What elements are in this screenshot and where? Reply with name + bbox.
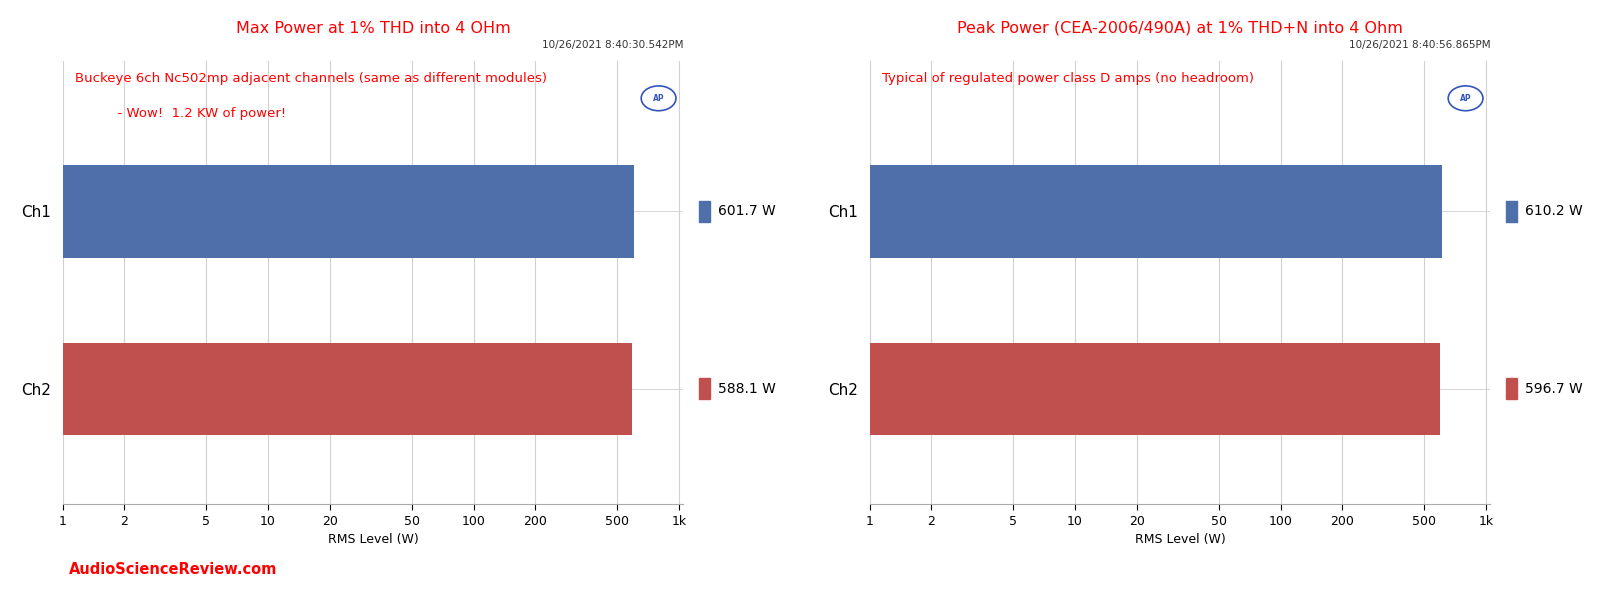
Circle shape	[642, 86, 675, 111]
Text: - Wow!  1.2 KW of power!: - Wow! 1.2 KW of power!	[75, 107, 286, 120]
Bar	[0, 343, 632, 435]
Bar	[0, 165, 1442, 257]
Text: 10/26/2021 8:40:30.542PM: 10/26/2021 8:40:30.542PM	[542, 40, 683, 50]
Text: AudioScienceReview.com: AudioScienceReview.com	[69, 562, 277, 577]
Title: Peak Power (CEA-2006/490A) at 1% THD+N into 4 Ohm: Peak Power (CEA-2006/490A) at 1% THD+N i…	[957, 21, 1403, 36]
Circle shape	[1448, 86, 1483, 111]
Bar	[0, 165, 634, 257]
Text: 596.7 W: 596.7 W	[1525, 382, 1582, 396]
Text: 588.1 W: 588.1 W	[717, 382, 776, 396]
Text: 10/26/2021 8:40:56.865PM: 10/26/2021 8:40:56.865PM	[1349, 40, 1491, 50]
FancyBboxPatch shape	[1506, 378, 1517, 400]
Title: Max Power at 1% THD into 4 OHm: Max Power at 1% THD into 4 OHm	[235, 21, 510, 36]
FancyBboxPatch shape	[699, 378, 710, 400]
FancyBboxPatch shape	[699, 201, 710, 222]
FancyBboxPatch shape	[1506, 201, 1517, 222]
X-axis label: RMS Level (W): RMS Level (W)	[1134, 533, 1226, 546]
Bar	[0, 343, 1440, 435]
Text: Typical of regulated power class D amps (no headroom): Typical of regulated power class D amps …	[882, 71, 1254, 85]
Text: 610.2 W: 610.2 W	[1525, 205, 1582, 218]
Text: 601.7 W: 601.7 W	[717, 205, 776, 218]
X-axis label: RMS Level (W): RMS Level (W)	[328, 533, 418, 546]
Text: AP: AP	[653, 94, 664, 103]
Text: AP: AP	[1459, 94, 1472, 103]
Text: Buckeye 6ch Nc502mp adjacent channels (same as different modules): Buckeye 6ch Nc502mp adjacent channels (s…	[75, 71, 547, 85]
